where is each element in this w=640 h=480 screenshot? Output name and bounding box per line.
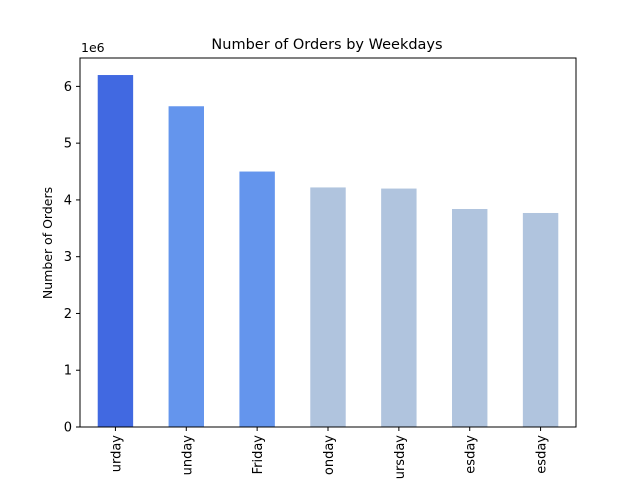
bar-wednesday <box>452 209 488 427</box>
x-tick-label: onday <box>322 435 337 475</box>
bar-tuesday <box>522 212 559 427</box>
bar-monday <box>310 187 346 427</box>
x-tick-label: esday <box>464 435 479 474</box>
bars-group <box>97 75 559 428</box>
x-ticks-group: urday unday Friday onday ursday esday esday <box>109 427 550 480</box>
y-axis-label: Number of Orders <box>40 187 55 299</box>
y-tick-label: 0 <box>64 421 72 436</box>
bar-sunday <box>168 106 204 427</box>
x-tick-label: ursday <box>393 435 408 480</box>
plot-frame <box>79 57 577 428</box>
y-tick-label: 3 <box>64 250 72 265</box>
x-tick-label: Friday <box>251 435 266 475</box>
y-tick-label: 4 <box>64 193 72 208</box>
y-tick-label: 1 <box>64 364 72 379</box>
bar-saturday <box>97 75 134 428</box>
y-axis-offset-label: 1e6 <box>81 40 105 55</box>
x-tick-label: esday <box>535 435 550 474</box>
y-tick-label: 5 <box>64 137 72 152</box>
y-tick-label: 6 <box>64 80 72 95</box>
x-tick-label: unday <box>180 435 195 476</box>
bar-friday <box>239 171 275 427</box>
bar-thursday <box>381 188 417 427</box>
x-tick-label: urday <box>109 435 124 473</box>
chart-title: Number of Orders by Weekdays <box>211 37 442 53</box>
y-ticks-group: 0 1 2 3 4 5 6 <box>64 80 80 436</box>
y-tick-label: 2 <box>64 307 72 322</box>
